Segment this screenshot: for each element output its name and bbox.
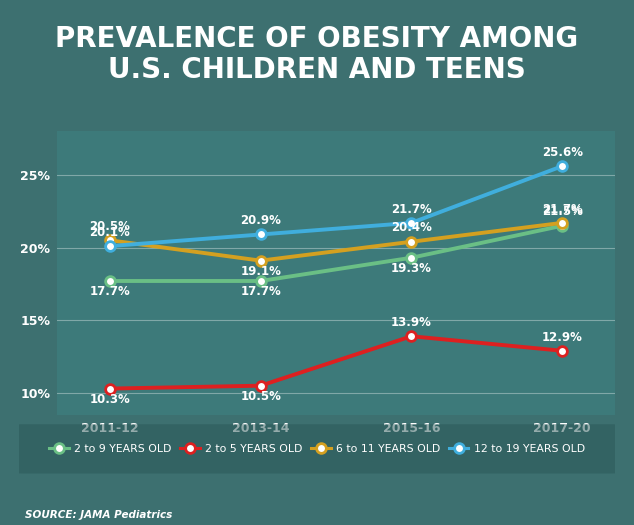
Text: PREVALENCE OF OBESITY AMONG
U.S. CHILDREN AND TEENS: PREVALENCE OF OBESITY AMONG U.S. CHILDRE… (55, 25, 579, 84)
Text: 21.7%: 21.7% (391, 203, 432, 216)
Text: 12.9%: 12.9% (542, 331, 583, 343)
Text: 17.7%: 17.7% (89, 286, 130, 298)
Text: 10.3%: 10.3% (89, 393, 130, 406)
Text: 17.7%: 17.7% (240, 286, 281, 298)
Text: 21.5%: 21.5% (542, 205, 583, 218)
Text: 20.5%: 20.5% (89, 220, 130, 233)
Text: 20.9%: 20.9% (240, 214, 281, 227)
Text: 10.5%: 10.5% (240, 390, 281, 403)
Text: 20.1%: 20.1% (89, 226, 130, 239)
Text: 20.4%: 20.4% (391, 222, 432, 235)
Legend: 2 to 9 YEARS OLD, 2 to 5 YEARS OLD, 6 to 11 YEARS OLD, 12 to 19 YEARS OLD: 2 to 9 YEARS OLD, 2 to 5 YEARS OLD, 6 to… (46, 440, 588, 457)
Text: 13.9%: 13.9% (391, 316, 432, 329)
Text: 19.1%: 19.1% (240, 265, 281, 278)
Text: SOURCE: JAMA Pediatrics: SOURCE: JAMA Pediatrics (25, 510, 172, 520)
Text: 21.7%: 21.7% (542, 203, 583, 216)
FancyBboxPatch shape (13, 424, 621, 474)
Text: 19.3%: 19.3% (391, 262, 432, 275)
Text: 25.6%: 25.6% (541, 146, 583, 159)
